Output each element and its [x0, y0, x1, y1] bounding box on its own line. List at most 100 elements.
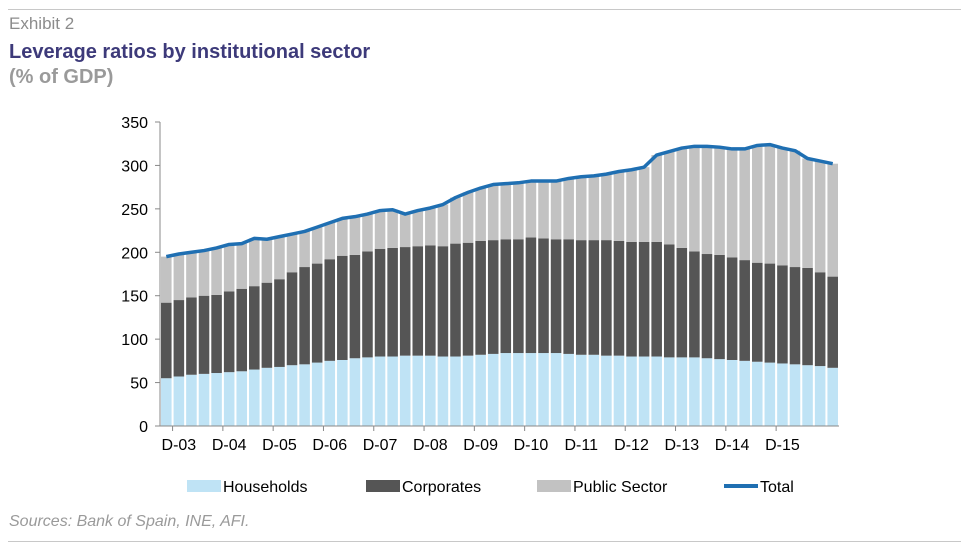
legend-label: Public Sector	[573, 479, 668, 496]
bar-corporates	[399, 247, 411, 356]
legend: Households Corporates Public Sector Total	[187, 479, 794, 496]
bar-public-sector	[525, 181, 537, 238]
bar-households	[425, 355, 436, 426]
bar-public-sector	[638, 167, 650, 242]
x-tick-label: D-09	[463, 437, 498, 454]
bar-corporates	[777, 265, 788, 364]
bar-public-sector	[425, 207, 436, 246]
bar-corporates	[538, 238, 549, 354]
bar-public-sector	[575, 176, 587, 241]
x-axis: D-03 D-04 D-05 D-06 D-07 D-08 D-09 D-10 D-11 D-12…	[160, 425, 839, 454]
bar-corporates	[613, 240, 625, 356]
bar-corporates	[601, 240, 612, 356]
x-tick-label: D-04	[212, 437, 247, 454]
bar-corporates	[726, 257, 738, 360]
bar-households	[462, 355, 474, 426]
bar-public-sector	[223, 244, 235, 292]
bar-public-sector	[487, 184, 499, 241]
x-tick-label: D-15	[765, 437, 800, 454]
bar-households	[450, 356, 461, 426]
y-tick-label: 300	[121, 158, 148, 175]
y-tick-label: 0	[139, 419, 148, 436]
total-line-layer	[165, 142, 834, 259]
bar-households	[638, 356, 650, 426]
bar-corporates	[261, 282, 273, 368]
bar-households	[626, 356, 637, 426]
bar-corporates	[362, 251, 373, 358]
bar-households	[399, 355, 411, 426]
bar-corporates	[475, 240, 486, 355]
bar-corporates	[588, 240, 600, 355]
x-tick-label: D-07	[363, 437, 398, 454]
y-tick-label: 50	[130, 376, 148, 393]
bar-public-sector	[550, 181, 562, 240]
bar-public-sector	[777, 148, 788, 266]
bar-households	[538, 353, 549, 426]
x-tick-label: D-05	[262, 437, 297, 454]
bar-public-sector	[412, 210, 424, 247]
bar-households	[613, 355, 625, 426]
bar-public-sector	[161, 256, 172, 303]
bar-households	[211, 373, 222, 426]
bar-public-sector	[374, 210, 386, 249]
legend-label: Corporates	[402, 479, 481, 496]
bar-households	[475, 354, 486, 426]
bar-public-sector	[261, 239, 273, 283]
bar-households	[412, 355, 424, 426]
bar-public-sector	[714, 147, 725, 255]
bar-public-sector	[739, 148, 750, 261]
total-line	[165, 142, 834, 259]
bar-households	[651, 356, 662, 426]
bar-public-sector	[613, 171, 625, 241]
bar-corporates	[827, 276, 838, 368]
legend-label: Total	[760, 479, 794, 496]
bar-corporates	[324, 259, 336, 361]
bar-corporates	[689, 251, 700, 358]
bar-households	[751, 361, 763, 426]
x-tick-label: D-12	[614, 437, 649, 454]
bar-households	[689, 357, 700, 426]
bar-households	[311, 362, 323, 426]
bar-public-sector	[274, 236, 285, 280]
bar-households	[764, 362, 776, 426]
bar-public-sector	[311, 227, 323, 264]
x-tick-label: D-13	[664, 437, 699, 454]
bar-households	[550, 353, 562, 426]
bar-public-sector	[299, 231, 310, 268]
bar-public-sector	[751, 145, 763, 263]
y-tick-label: 200	[121, 245, 148, 262]
bar-public-sector	[173, 254, 185, 301]
bar-corporates	[751, 262, 763, 362]
bar-households	[286, 365, 298, 426]
bar-public-sector	[651, 155, 662, 242]
bar-corporates	[550, 239, 562, 354]
source-note: Sources: Bank of Spain, INE, AFI.	[9, 513, 250, 530]
bar-households	[349, 358, 361, 426]
bar-corporates	[563, 239, 574, 354]
bar-public-sector	[538, 181, 549, 239]
bar-corporates	[223, 291, 235, 373]
bar-households	[701, 358, 713, 426]
bar-households	[198, 373, 210, 426]
bar-households	[789, 364, 801, 426]
bar-public-sector	[500, 183, 512, 240]
chart-subtitle: (% of GDP)	[9, 66, 114, 88]
bar-corporates	[575, 240, 587, 355]
bar-public-sector	[789, 150, 801, 268]
bar-public-sector	[399, 213, 411, 248]
bar-corporates	[437, 246, 449, 357]
y-axis: 0 50 100 150 200 250 300 350	[121, 115, 161, 436]
bar-corporates	[337, 255, 348, 360]
y-tick-label: 250	[121, 202, 148, 219]
bar-public-sector	[475, 188, 486, 241]
bar-corporates	[198, 295, 210, 374]
bar-corporates	[626, 241, 637, 357]
bar-corporates	[676, 247, 688, 358]
bar-corporates	[701, 254, 713, 359]
bar-households	[802, 365, 813, 426]
bar-corporates	[311, 263, 323, 363]
bar-public-sector	[701, 146, 713, 255]
bar-corporates	[274, 279, 285, 367]
bar-households	[714, 359, 725, 426]
legend-swatch	[366, 480, 400, 492]
